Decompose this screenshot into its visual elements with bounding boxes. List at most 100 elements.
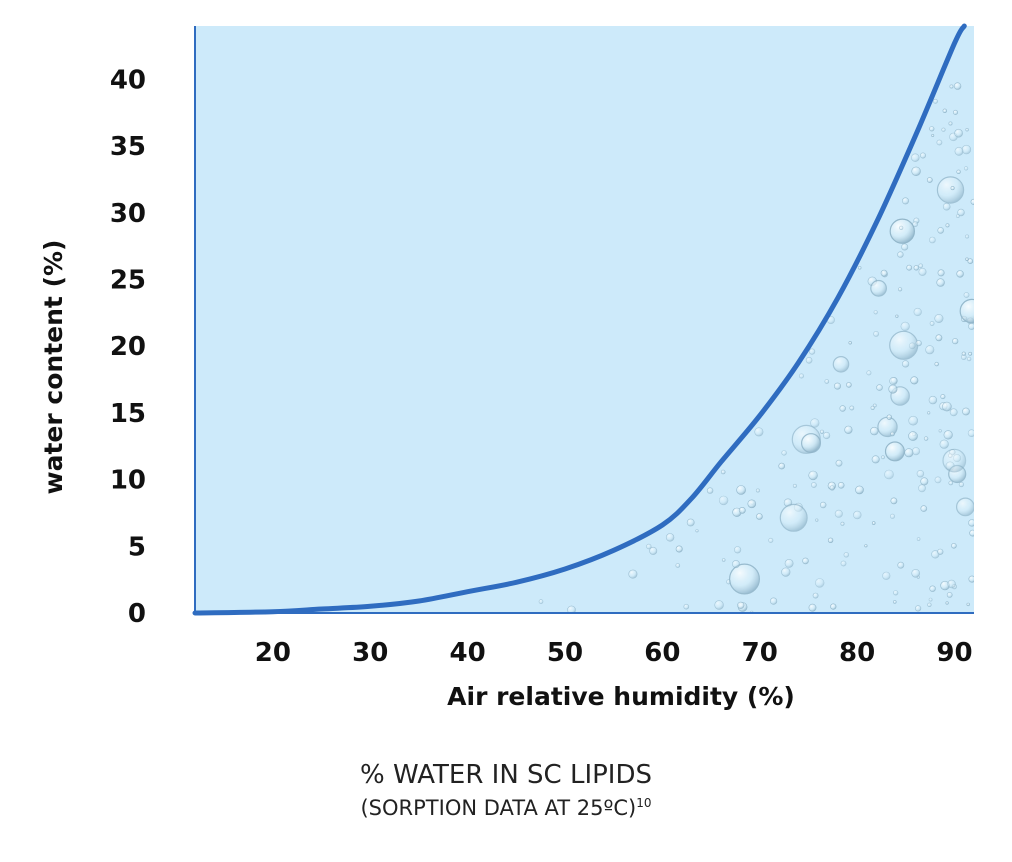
x-tick-label: 60 [644, 638, 680, 668]
droplet [912, 221, 919, 227]
droplet [822, 431, 831, 440]
droplet [937, 269, 945, 277]
droplet [781, 567, 791, 577]
droplet [942, 202, 951, 211]
droplet [965, 234, 970, 239]
droplet [915, 340, 922, 347]
droplet [873, 310, 878, 315]
droplet [769, 597, 778, 605]
y-tick-label: 15 [110, 399, 146, 429]
droplet [939, 439, 949, 449]
droplet [756, 513, 763, 520]
droplet [968, 322, 974, 330]
droplet [890, 431, 895, 437]
droplet [778, 462, 786, 470]
y-tick-label: 0 [128, 599, 146, 629]
droplet [948, 121, 953, 126]
droplet [808, 603, 817, 612]
droplet [957, 208, 965, 217]
y-tick-label: 5 [128, 532, 146, 562]
droplet [837, 481, 845, 489]
droplet [731, 560, 740, 569]
droplet [628, 569, 638, 579]
x-tick-label: 20 [255, 638, 291, 668]
droplet [949, 408, 958, 417]
droplet [805, 356, 813, 364]
droplet [942, 448, 967, 473]
droplet [675, 545, 683, 553]
droplet [970, 198, 974, 205]
droplet [934, 313, 944, 323]
droplet [779, 503, 808, 532]
droplet [928, 395, 938, 405]
droplet [927, 602, 932, 607]
droplet [929, 321, 935, 326]
droplet [832, 355, 850, 373]
droplet [755, 488, 760, 493]
droplet [929, 236, 936, 244]
droplet [846, 382, 852, 388]
droplet [893, 590, 899, 596]
droplet [918, 267, 927, 276]
droplet [948, 480, 954, 486]
droplet [961, 144, 972, 155]
droplet [889, 330, 919, 360]
droplet [897, 287, 903, 292]
caption-title: % WATER IN SC LIPIDS [360, 760, 652, 790]
droplet [881, 455, 885, 460]
droplet [720, 469, 726, 475]
droplet [870, 279, 887, 297]
droplet [901, 243, 909, 251]
droplet [890, 497, 898, 505]
droplet [833, 382, 841, 390]
droplet [965, 257, 969, 261]
droplet [900, 321, 910, 332]
droplet [914, 605, 922, 612]
droplet [928, 597, 933, 602]
droplet [911, 153, 920, 162]
droplet [913, 307, 922, 317]
droplet [934, 361, 939, 367]
droplet [911, 166, 921, 177]
droplet [956, 214, 960, 219]
droplet [966, 602, 970, 607]
droplet [889, 513, 895, 519]
droplet [936, 278, 945, 287]
droplet [946, 592, 953, 598]
droplet [962, 407, 970, 416]
droplet [963, 292, 970, 298]
droplet [956, 169, 961, 175]
x-axis-ticks: 20 30 40 50 60 70 80 90 [255, 638, 973, 668]
droplet [827, 537, 834, 543]
x-tick-label: 30 [352, 638, 388, 668]
droplet [945, 223, 950, 228]
droplet [800, 433, 821, 454]
droplet [897, 561, 905, 569]
water-droplets-decoration [538, 82, 974, 613]
droplet [968, 519, 974, 527]
droplet [857, 265, 862, 270]
droplet [871, 455, 880, 464]
y-tick-label: 20 [110, 332, 146, 362]
droplet [876, 384, 883, 391]
droplet [840, 521, 845, 526]
droplet [792, 483, 797, 488]
droplet [864, 544, 868, 548]
droplet [835, 459, 843, 467]
droplet [953, 82, 962, 90]
droplet [950, 186, 955, 191]
droplet [963, 166, 969, 171]
droplet [952, 109, 958, 115]
droplet [958, 481, 965, 488]
droplet [815, 518, 819, 522]
droplet [911, 568, 921, 578]
droplet [929, 126, 935, 132]
droplet [849, 405, 855, 411]
droplet [966, 356, 972, 362]
droplet [927, 411, 931, 415]
droplet [819, 501, 827, 509]
droplet [925, 345, 935, 355]
droplet [768, 537, 774, 543]
y-tick-label: 30 [110, 199, 146, 229]
